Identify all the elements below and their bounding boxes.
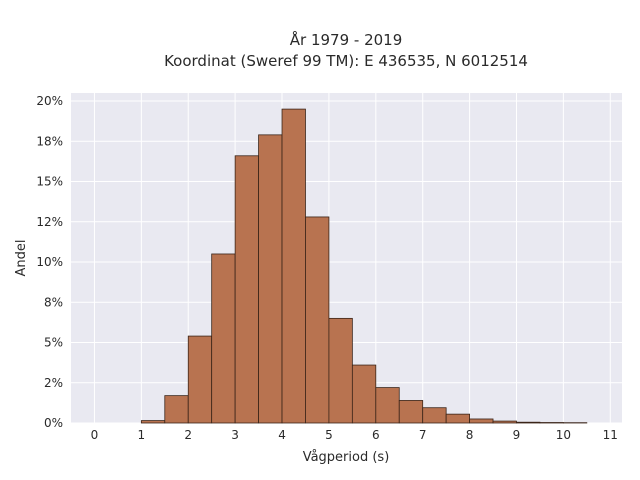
chart-title-line-1: År 1979 - 2019 — [290, 30, 403, 49]
histogram-bar — [351, 364, 377, 424]
histogram-bar — [469, 418, 494, 424]
chart-title-line-2: Koordinat (Sweref 99 TM): E 436535, N 60… — [164, 52, 528, 70]
histogram-bar — [140, 420, 166, 424]
x-axis-label: Vågperiod (s) — [303, 450, 390, 465]
y-tick-label: 15% — [36, 175, 63, 189]
y-tick-label: 0% — [44, 416, 63, 430]
y-tick-label: 8% — [44, 295, 63, 309]
x-tick-label: 5 — [325, 428, 333, 442]
y-tick-label: 5% — [44, 336, 63, 350]
x-tick-label: 9 — [513, 428, 521, 442]
histogram-bar — [258, 134, 283, 424]
y-tick-label: 18% — [36, 134, 63, 148]
histogram-bar — [187, 335, 213, 424]
x-tick-label: 2 — [184, 428, 192, 442]
x-axis-ticks: 0 1 2 3 4 5 6 7 8 9 10 11 — [91, 428, 618, 442]
x-tick-label: 1 — [138, 428, 146, 442]
histogram-bar — [164, 395, 189, 424]
x-tick-label: 6 — [372, 428, 380, 442]
x-tick-label: 3 — [231, 428, 239, 442]
x-tick-label: 4 — [278, 428, 286, 442]
histogram-bar — [328, 317, 353, 424]
x-tick-label: 0 — [91, 428, 99, 442]
y-tick-label: 10% — [36, 255, 63, 269]
histogram-bar — [398, 400, 424, 424]
x-tick-label: 10 — [556, 428, 571, 442]
y-tick-label: 20% — [36, 94, 63, 108]
x-tick-label: 11 — [603, 428, 618, 442]
histogram-bar — [422, 407, 447, 424]
y-tick-label: 12% — [36, 215, 63, 229]
histogram-bars — [140, 108, 588, 424]
y-axis-label: Andel — [14, 240, 29, 277]
x-tick-label: 7 — [419, 428, 427, 442]
histogram-bar — [211, 253, 236, 424]
histogram-bar — [516, 421, 541, 424]
histogram-bar — [492, 420, 517, 424]
y-tick-label: 2% — [44, 376, 63, 390]
histogram-bar — [445, 413, 470, 424]
histogram-bar — [234, 155, 259, 424]
histogram-bar — [375, 387, 400, 424]
x-tick-label: 8 — [466, 428, 474, 442]
histogram-bar — [281, 108, 306, 424]
y-axis-ticks: 0% 2% 5% 8% 10% 12% 15% 18% 20% — [36, 94, 63, 430]
histogram-bar — [305, 216, 330, 424]
